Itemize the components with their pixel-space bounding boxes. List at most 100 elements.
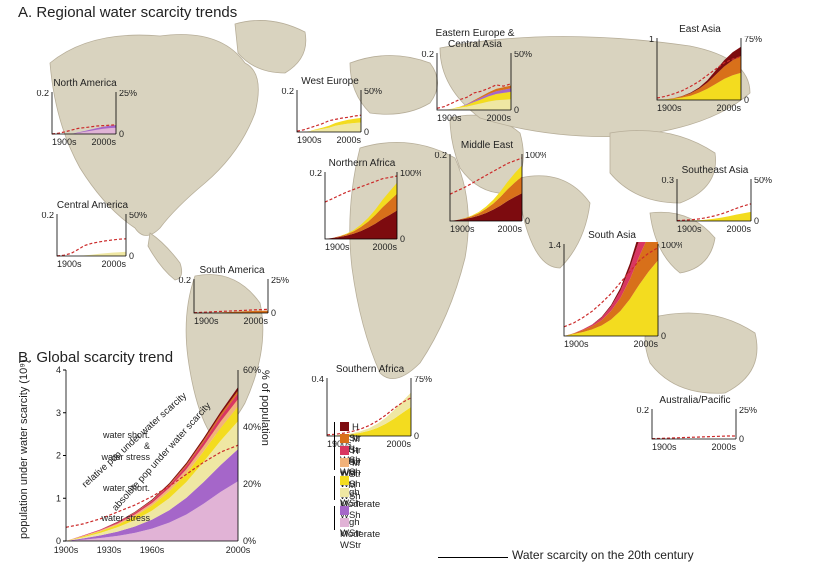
svg-text:2: 2 bbox=[56, 451, 61, 461]
legend-swatch bbox=[340, 518, 349, 527]
mini-chart-south-america: South America0.2 25% 0 1900s 2000s bbox=[172, 265, 292, 327]
legend-swatch bbox=[340, 506, 349, 515]
svg-text:0.4: 0.4 bbox=[311, 376, 324, 384]
svg-text:1900s: 1900s bbox=[450, 224, 475, 234]
svg-text:75%: 75% bbox=[414, 376, 432, 384]
svg-text:50%: 50% bbox=[754, 177, 772, 185]
svg-text:1900s: 1900s bbox=[325, 242, 350, 252]
svg-text:2000s: 2000s bbox=[226, 545, 251, 555]
svg-text:2000s: 2000s bbox=[372, 242, 397, 252]
svg-text:0: 0 bbox=[739, 434, 744, 444]
mini-chart-label: Southern Africa bbox=[305, 364, 435, 375]
svg-text:1.4: 1.4 bbox=[548, 242, 561, 250]
svg-text:0: 0 bbox=[271, 308, 276, 318]
legend-group-header: water short. & water stress bbox=[80, 430, 154, 463]
mini-chart-northern-africa: Northern Africa0.2 100% 0 1900s 2000s bbox=[303, 158, 421, 253]
svg-text:100%: 100% bbox=[525, 152, 546, 160]
svg-text:4: 4 bbox=[56, 365, 61, 375]
svg-text:0.3: 0.3 bbox=[661, 177, 674, 185]
legend-swatch bbox=[340, 422, 349, 431]
svg-text:2000s: 2000s bbox=[633, 339, 658, 349]
svg-text:2000s: 2000s bbox=[726, 224, 751, 234]
svg-text:75%: 75% bbox=[744, 36, 762, 44]
mini-chart-label: Australia/Pacific bbox=[630, 395, 760, 406]
svg-text:1960s: 1960s bbox=[140, 545, 165, 555]
svg-text:1900s: 1900s bbox=[652, 442, 677, 452]
legend: water short. & water stressH WStr + H WS… bbox=[262, 422, 452, 552]
svg-text:0.2: 0.2 bbox=[421, 51, 434, 59]
svg-text:50%: 50% bbox=[364, 88, 382, 96]
svg-text:25%: 25% bbox=[739, 407, 757, 415]
svg-text:0.2: 0.2 bbox=[309, 170, 322, 178]
mini-chart-label: Northern Africa bbox=[303, 158, 421, 169]
svg-text:1900s: 1900s bbox=[437, 113, 462, 123]
svg-text:0: 0 bbox=[754, 216, 759, 226]
svg-text:1: 1 bbox=[56, 493, 61, 503]
svg-text:1900s: 1900s bbox=[54, 545, 79, 555]
legend-group-header: water short. bbox=[80, 483, 154, 494]
legend-swatch bbox=[340, 446, 349, 455]
footer-caption: Water scarcity on the 20th century bbox=[512, 548, 694, 562]
svg-text:0: 0 bbox=[119, 129, 124, 139]
svg-text:1900s: 1900s bbox=[564, 339, 589, 349]
svg-text:0: 0 bbox=[364, 127, 369, 137]
mini-chart-australia: Australia/Pacific0.225%01900s2000s bbox=[630, 395, 760, 453]
svg-text:0.2: 0.2 bbox=[434, 152, 447, 160]
svg-text:0.2: 0.2 bbox=[36, 90, 49, 98]
svg-text:1: 1 bbox=[649, 36, 654, 44]
svg-text:100%: 100% bbox=[400, 170, 421, 178]
figure-root: { "titles":{ "panel_a":"A. Regional wate… bbox=[0, 0, 816, 572]
legend-swatch bbox=[340, 488, 349, 497]
global-yleft-label: population under water scarcity (10⁹) bbox=[18, 359, 30, 539]
svg-text:0: 0 bbox=[514, 105, 519, 115]
svg-text:1900s: 1900s bbox=[297, 135, 322, 145]
svg-text:1900s: 1900s bbox=[194, 316, 219, 326]
svg-text:0: 0 bbox=[400, 234, 405, 244]
svg-text:0: 0 bbox=[661, 331, 666, 341]
svg-text:25%: 25% bbox=[271, 277, 289, 285]
svg-text:2000s: 2000s bbox=[716, 103, 741, 113]
mini-chart-label: Southeast Asia bbox=[655, 165, 775, 176]
svg-text:0: 0 bbox=[525, 216, 530, 226]
svg-text:2000s: 2000s bbox=[101, 259, 126, 269]
mini-chart-label: South America bbox=[172, 265, 292, 276]
legend-item: Moderate WStr bbox=[340, 518, 380, 551]
mini-chart-label: North America bbox=[30, 78, 140, 89]
svg-text:2000s: 2000s bbox=[91, 137, 116, 147]
svg-text:2000s: 2000s bbox=[497, 224, 522, 234]
svg-text:0: 0 bbox=[129, 251, 134, 261]
svg-text:0.2: 0.2 bbox=[178, 277, 191, 285]
svg-text:50%: 50% bbox=[129, 212, 147, 220]
legend-label: Moderate WStr bbox=[340, 529, 380, 551]
mini-chart-south-asia: South Asia1.4 100% 0 1900s 2000s bbox=[542, 230, 682, 350]
mini-chart-label: East Asia bbox=[635, 24, 765, 35]
svg-text:0: 0 bbox=[744, 95, 749, 105]
svg-text:0.2: 0.2 bbox=[281, 88, 294, 96]
legend-swatch bbox=[340, 458, 349, 467]
mini-chart-label: Central America bbox=[35, 200, 150, 211]
mini-chart-label: South Asia bbox=[542, 230, 682, 241]
mini-chart-ee-ca: Eastern Europe & Central Asia0.2 50% 0 1900… bbox=[415, 28, 535, 124]
svg-text:25%: 25% bbox=[119, 90, 137, 98]
mini-chart-middle-east: Middle East0.2 100% 0 1900s 2000s bbox=[428, 140, 546, 235]
legend-swatch bbox=[340, 434, 349, 443]
mini-chart-label: Middle East bbox=[428, 140, 546, 151]
svg-text:20%: 20% bbox=[243, 479, 261, 489]
svg-text:50%: 50% bbox=[514, 51, 532, 59]
mini-chart-label: Eastern Europe & Central Asia bbox=[415, 28, 535, 50]
legend-group-header: water stress bbox=[80, 513, 154, 524]
legend-swatch bbox=[340, 476, 349, 485]
mini-chart-central-america: Central America0.250%01900s2000s bbox=[35, 200, 150, 270]
svg-text:2000s: 2000s bbox=[243, 316, 268, 326]
svg-text:0.2: 0.2 bbox=[636, 407, 649, 415]
svg-text:100%: 100% bbox=[661, 242, 682, 250]
mini-chart-southeast-asia: Southeast Asia0.350%01900s2000s bbox=[655, 165, 775, 235]
svg-text:1900s: 1900s bbox=[57, 259, 82, 269]
svg-text:2000s: 2000s bbox=[336, 135, 361, 145]
svg-text:3: 3 bbox=[56, 408, 61, 418]
mini-chart-north-america: North America0.2 25% 0 1900s 2000s bbox=[30, 78, 140, 148]
mini-chart-west-europe: West Europe0.250%01900s2000s bbox=[275, 76, 385, 146]
svg-text:1930s: 1930s bbox=[97, 545, 122, 555]
svg-text:1900s: 1900s bbox=[52, 137, 77, 147]
footer-rule bbox=[438, 557, 508, 558]
